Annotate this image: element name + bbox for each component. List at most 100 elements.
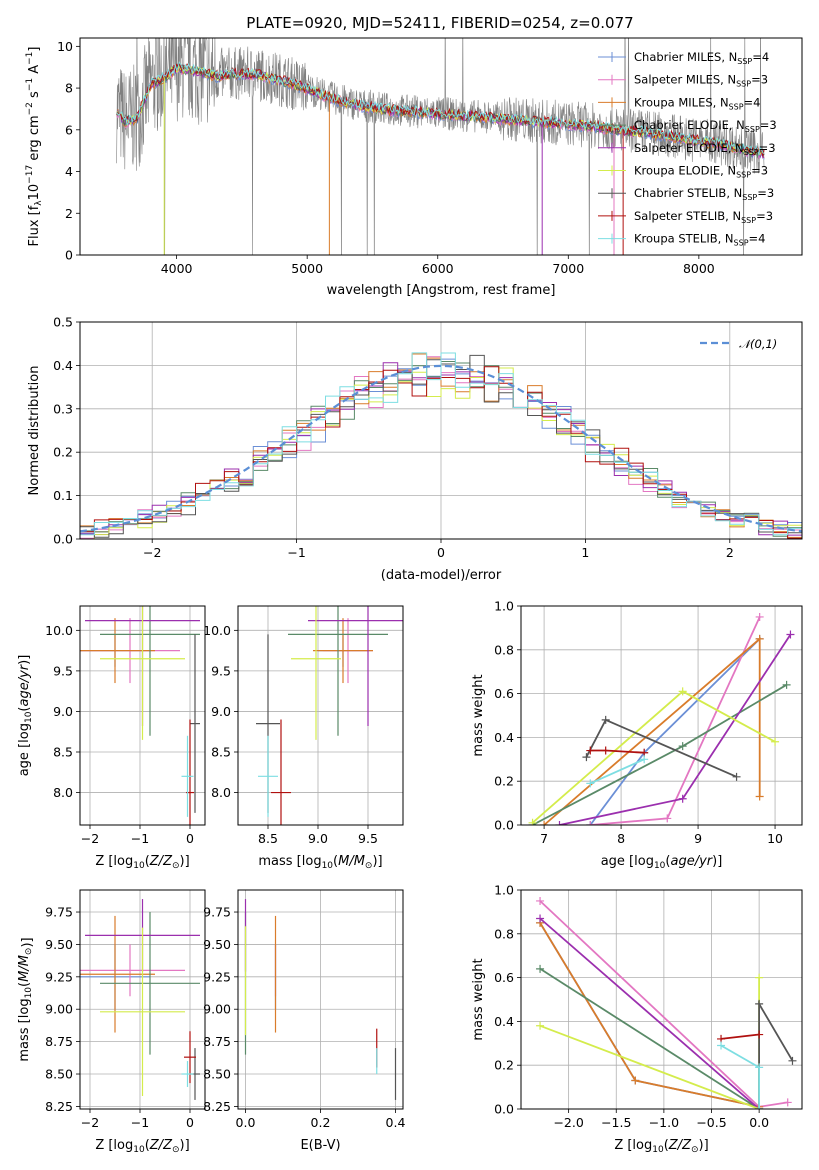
spectrum-xtick-label: 5000	[291, 261, 323, 276]
weight_vs_Z-ytick-label: 0.0	[494, 1102, 514, 1117]
spectrum-ytick-label: 0	[65, 248, 73, 263]
weight_vs_age-plot-area	[528, 612, 795, 825]
legend-entry: Kroupa STELIB, NSSP=4	[634, 232, 765, 248]
weight-series-line	[590, 749, 645, 754]
weight_vs_Z-xtick-label: −1.0	[649, 1115, 679, 1130]
axis-label-x: Z [log10(Z/Z⊙)]	[614, 1138, 708, 1155]
weight-point-marker	[536, 964, 545, 973]
mass_vs_ebv-ytick-label: 9.00	[203, 1002, 231, 1017]
age_vs_Z-xtick-label: 0	[186, 831, 194, 846]
axis-label-x: age [log10(age/yr)]	[601, 854, 723, 871]
weight-point-marker	[782, 680, 791, 689]
weight-series-line	[539, 977, 760, 1109]
age_vs_Z-panel: −2 −1 0 8.0 8.5 9.0 9.5 10.0 Z [log10(Z/Z⊙)] age …	[17, 605, 206, 871]
legend-entry: 𝒩(0,1)	[739, 337, 777, 351]
legend-entry: Chabrier MILES, NSSP=4	[634, 50, 769, 66]
mass_vs_Z-ytick-label: 8.75	[45, 1034, 73, 1049]
mass_vs_ebv-ytick-label: 8.75	[203, 1034, 231, 1049]
residuals-xtick-label: −2	[143, 545, 161, 560]
gaussian-reference-line	[80, 364, 802, 533]
legend-entry: Chabrier STELIB, NSSP=3	[634, 186, 774, 202]
weight_vs_Z-ytick-label: 0.2	[494, 1058, 514, 1073]
weight-point-marker	[788, 1056, 797, 1065]
mass_vs_Z-xtick-label: 0	[186, 1115, 194, 1130]
residuals-panel: −2 −1 0 1 2 0.0 0.1 0.2 0.3 0.4 0.5 𝒩(0,1) (data-mod…	[27, 315, 803, 583]
residuals-ytick-label: 0.5	[53, 315, 73, 330]
age_vs_mass-ytick-label: 10.0	[203, 623, 231, 638]
weight_vs_Z-ytick-label: 1.0	[494, 883, 514, 898]
residuals-plot-area	[80, 352, 802, 539]
age_vs_mass-frame	[237, 605, 404, 826]
spectrum-ytick-label: 6	[65, 122, 73, 137]
weight-point-marker	[631, 1076, 640, 1085]
weight-series-line	[589, 638, 761, 825]
weight_vs_Z-frame	[520, 889, 803, 1110]
spectrum-panel: 4000 5000 6000 7000 8000 0 2 4 6 8 10 wavelength [A…	[25, 37, 803, 298]
weight_vs_age-xtick-label: 7	[540, 831, 548, 846]
weight_vs_age-ytick-label: 0.8	[494, 642, 514, 657]
weight-point-marker	[755, 999, 764, 1008]
age_vs_mass-ytick-label: 8.0	[211, 785, 231, 800]
residuals-axes: −2 −1 0 1 2 0.0 0.1 0.2 0.3 0.4 0.5	[53, 315, 803, 560]
weight_vs_Z-ytick-label: 0.8	[494, 926, 514, 941]
residuals-xlabel: (data-model)/error	[381, 568, 502, 583]
age_vs_mass-xtick-label: 9.5	[358, 831, 378, 846]
weight-point-marker	[536, 914, 545, 923]
mass_vs_ebv-xtick-label: 0.4	[386, 1115, 406, 1130]
spectrum-plot-area	[116, 38, 765, 255]
weight-point-marker	[586, 746, 595, 755]
axis-label-x: Z [log10(Z/Z⊙)]	[95, 854, 189, 871]
legend-entry: Salpeter ELODIE, NSSP=3	[634, 141, 776, 157]
axis-label-y: mass weight	[471, 958, 486, 1040]
weight_vs_age-frame	[520, 605, 803, 826]
figure-title: PLATE=0920, MJD=52411, FIBERID=0254, z=0…	[246, 14, 633, 32]
age_vs_mass-ytick-label: 8.5	[211, 745, 231, 760]
age_vs_Z-ytick-label: 8.0	[53, 785, 73, 800]
weight-point-marker	[678, 742, 687, 751]
weight_vs_age-grid	[521, 605, 802, 826]
weight_vs_age-xtick-label: 8	[617, 831, 625, 846]
weight-point-marker	[755, 1063, 764, 1072]
mass_vs_ebv-plot-area	[244, 899, 397, 1100]
residuals-ytick-label: 0.4	[53, 358, 73, 373]
weight-point-marker	[586, 821, 595, 825]
weight-point-marker	[586, 779, 595, 788]
weight-series-line	[720, 1033, 760, 1040]
spectrum-xtick-label: 4000	[161, 261, 193, 276]
age_vs_Z-xtick-label: −2	[81, 831, 99, 846]
weight_vs_Z-axes: −2.0 −1.5 −1.0 −0.5 0.0 0.0 0.2 0.4 0.6 0.8 1.0	[494, 883, 803, 1130]
spectrum-ytick-label: 10	[57, 39, 73, 54]
weight_vs_age-ytick-label: 1.0	[494, 599, 514, 614]
weight_vs_Z-ytick-label: 0.6	[494, 970, 514, 985]
weight-point-marker	[678, 687, 687, 696]
mass_vs_Z-frame	[79, 889, 206, 1110]
mass_vs_Z-xtick-label: −1	[131, 1115, 149, 1130]
mass_vs_Z-ytick-label: 9.50	[45, 937, 73, 952]
legend-entry: Chabrier ELODIE, NSSP=3	[634, 118, 777, 134]
age_vs_mass-xtick-label: 8.5	[258, 831, 278, 846]
mass_vs_ebv-ytick-label: 9.50	[203, 937, 231, 952]
spectrum-xlabel: wavelength [Angstrom, rest frame]	[327, 283, 556, 298]
weight_vs_Z-xtick-label: −0.5	[696, 1115, 726, 1130]
weight-series-line	[539, 917, 760, 1109]
age_vs_mass-grid	[238, 606, 403, 825]
weight_vs_age-xtick-label: 10	[767, 831, 783, 846]
axis-label-x: E(B-V)	[300, 1138, 340, 1153]
weight-series-line	[539, 968, 760, 1109]
legend-entry: Salpeter MILES, NSSP=3	[634, 73, 768, 89]
age_vs_Z-ytick-label: 10.0	[45, 623, 73, 638]
weight_vs_Z-xtick-label: −2.0	[553, 1115, 583, 1130]
residual-histogram	[80, 352, 802, 536]
weight-point-marker	[755, 792, 764, 801]
spectrum-ytick-label: 2	[65, 206, 73, 221]
legend-entry: Kroupa MILES, NSSP=4	[634, 95, 760, 111]
legend-entry: Salpeter STELIB, NSSP=3	[634, 209, 773, 225]
mass_vs_Z-axes: −2 −1 0 8.25 8.50 8.75 9.00 9.25 9.50 9.75	[45, 889, 206, 1130]
weight-point-marker	[678, 794, 687, 803]
residuals-ytick-label: 0.0	[53, 532, 73, 547]
spectrum-model-line	[116, 61, 765, 156]
weight_vs_age-ytick-label: 0.2	[494, 774, 514, 789]
age_vs_mass-xtick-label: 9.0	[308, 831, 328, 846]
residuals-frame	[79, 321, 803, 540]
axis-label-x: Z [log10(Z/Z⊙)]	[95, 1138, 189, 1155]
